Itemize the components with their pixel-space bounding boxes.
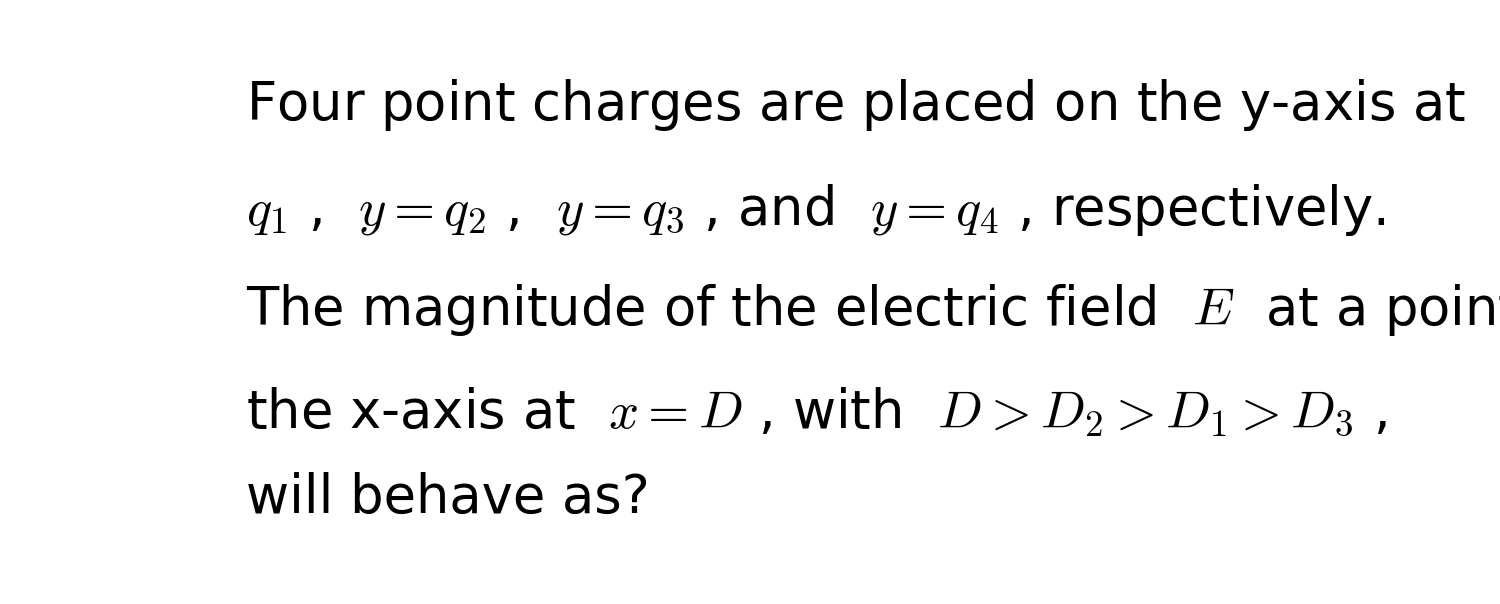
Text: the x-axis at  $x = D$ , with  $D > D_2 > D_1 > D_3$ ,: the x-axis at $x = D$ , with $D > D_2 > … bbox=[246, 385, 1386, 437]
Text: will behave as?: will behave as? bbox=[246, 472, 650, 524]
Text: Four point charges are placed on the y-axis at  $y = $: Four point charges are placed on the y-a… bbox=[246, 77, 1500, 133]
Text: The magnitude of the electric field  $E$  at a point on: The magnitude of the electric field $E$ … bbox=[246, 281, 1500, 338]
Text: $q_1$ ,  $y = q_2$ ,  $y = q_3$ , and  $y = q_4$ , respectively.: $q_1$ , $y = q_2$ , $y = q_3$ , and $y =… bbox=[246, 182, 1386, 237]
